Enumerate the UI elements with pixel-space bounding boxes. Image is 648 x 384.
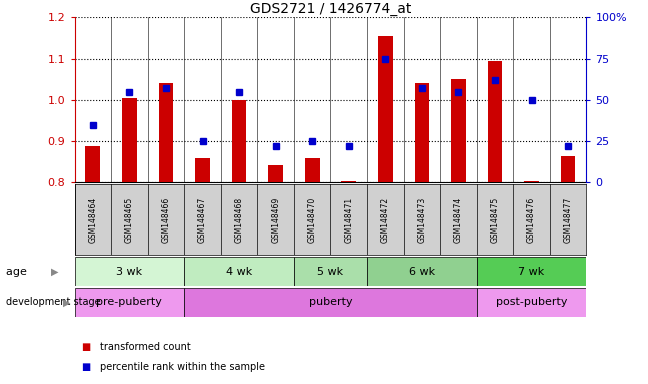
Text: transformed count: transformed count — [100, 342, 191, 352]
Bar — [184, 257, 294, 286]
Text: age: age — [6, 266, 31, 277]
Bar — [86, 146, 100, 182]
Bar — [524, 181, 539, 182]
Bar — [184, 288, 477, 317]
Text: ▶: ▶ — [63, 297, 71, 308]
Bar — [561, 156, 575, 182]
Text: percentile rank within the sample: percentile rank within the sample — [100, 362, 266, 372]
Bar — [477, 288, 586, 317]
Bar — [367, 257, 477, 286]
Text: 3 wk: 3 wk — [116, 266, 143, 277]
Text: 6 wk: 6 wk — [409, 266, 435, 277]
Text: GSM148468: GSM148468 — [235, 197, 244, 243]
Text: GSM148473: GSM148473 — [417, 197, 426, 243]
Bar — [75, 288, 184, 317]
Text: ■: ■ — [81, 342, 90, 352]
Text: GSM148472: GSM148472 — [381, 197, 390, 243]
Bar — [159, 83, 173, 182]
Text: GSM148467: GSM148467 — [198, 197, 207, 243]
Bar — [268, 165, 283, 182]
Title: GDS2721 / 1426774_at: GDS2721 / 1426774_at — [249, 2, 411, 16]
Text: post-puberty: post-puberty — [496, 297, 568, 308]
Text: GSM148470: GSM148470 — [308, 197, 317, 243]
Text: development stage: development stage — [6, 297, 101, 308]
Bar — [488, 61, 502, 182]
Text: 5 wk: 5 wk — [318, 266, 343, 277]
Text: ■: ■ — [81, 362, 90, 372]
Bar — [122, 98, 137, 182]
Bar — [341, 181, 356, 182]
Text: GSM148469: GSM148469 — [271, 197, 280, 243]
Text: 4 wk: 4 wk — [226, 266, 252, 277]
Text: GSM148476: GSM148476 — [527, 197, 536, 243]
Text: GSM148477: GSM148477 — [564, 197, 573, 243]
Bar — [477, 257, 586, 286]
Bar — [378, 36, 393, 182]
Text: GSM148474: GSM148474 — [454, 197, 463, 243]
Bar — [294, 257, 367, 286]
Text: GSM148471: GSM148471 — [344, 197, 353, 243]
Bar — [75, 257, 184, 286]
Text: GSM148475: GSM148475 — [491, 197, 500, 243]
Bar — [232, 100, 246, 182]
Text: GSM148464: GSM148464 — [88, 197, 97, 243]
Bar — [195, 159, 210, 182]
Text: GSM148466: GSM148466 — [161, 197, 170, 243]
Bar — [451, 79, 466, 182]
Text: GSM148465: GSM148465 — [125, 197, 134, 243]
Text: puberty: puberty — [308, 297, 353, 308]
Text: 7 wk: 7 wk — [518, 266, 545, 277]
Bar — [305, 159, 319, 182]
Bar — [415, 83, 429, 182]
Text: pre-puberty: pre-puberty — [97, 297, 162, 308]
Text: ▶: ▶ — [51, 266, 59, 277]
